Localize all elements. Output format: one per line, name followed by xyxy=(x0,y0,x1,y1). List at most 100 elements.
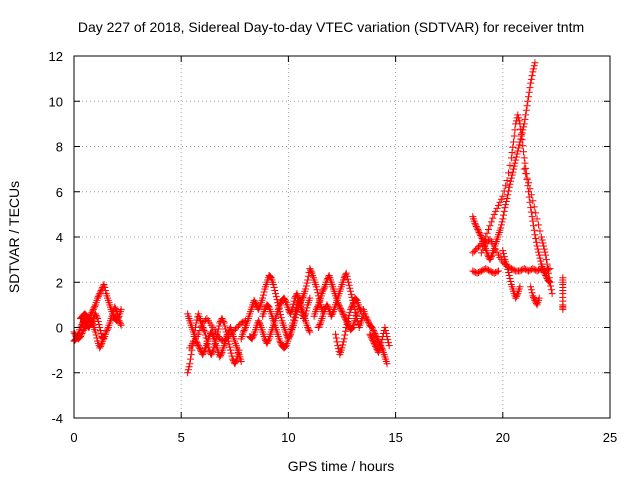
data-point xyxy=(96,344,104,352)
data-point xyxy=(218,314,226,322)
data-point xyxy=(272,290,280,298)
data-point xyxy=(276,301,284,309)
data-point xyxy=(472,221,480,229)
data-point xyxy=(385,342,393,350)
data-point xyxy=(193,339,201,347)
data-point xyxy=(525,88,533,96)
data-point xyxy=(342,327,350,335)
data-point xyxy=(371,341,379,349)
data-point xyxy=(510,266,518,274)
data-point xyxy=(517,135,525,143)
data-point xyxy=(540,245,548,253)
data-point xyxy=(289,316,297,324)
data-point xyxy=(483,229,491,237)
data-point xyxy=(479,246,487,254)
data-point xyxy=(281,296,289,304)
data-point xyxy=(319,287,327,295)
data-point xyxy=(535,221,543,229)
data-point xyxy=(542,251,550,259)
data-point xyxy=(199,351,207,359)
data-point xyxy=(500,250,508,258)
data-point xyxy=(505,169,513,177)
data-point xyxy=(368,324,376,331)
data-point xyxy=(100,281,108,289)
data-point xyxy=(207,351,215,359)
data-point xyxy=(489,214,497,222)
data-point xyxy=(492,245,500,253)
data-point xyxy=(302,282,310,290)
data-point xyxy=(531,231,539,239)
data-point xyxy=(498,218,506,226)
data-point xyxy=(381,324,389,331)
data-point xyxy=(267,273,275,281)
data-point xyxy=(315,322,323,330)
chart-title: Day 227 of 2018, Sidereal Day-to-day VTE… xyxy=(78,19,584,35)
data-point xyxy=(366,330,374,338)
data-point xyxy=(369,325,377,333)
data-point xyxy=(302,285,310,293)
data-point xyxy=(529,217,537,225)
data-point xyxy=(526,84,534,92)
data-point xyxy=(470,247,478,255)
data-point xyxy=(117,305,125,313)
data-point xyxy=(255,318,263,326)
data-point xyxy=(216,353,224,361)
data-point xyxy=(352,296,360,304)
data-point xyxy=(312,283,320,291)
data-point xyxy=(362,314,370,322)
data-point xyxy=(367,332,375,340)
data-point xyxy=(95,320,103,328)
data-point xyxy=(369,336,377,344)
data-point xyxy=(240,317,248,325)
data-point xyxy=(307,268,315,276)
data-point xyxy=(525,188,533,196)
data-point xyxy=(184,369,192,377)
data-point xyxy=(227,349,235,357)
data-point xyxy=(100,333,108,341)
data-point xyxy=(483,238,491,246)
data-point xyxy=(344,275,352,283)
data-point xyxy=(520,154,528,162)
data-point xyxy=(229,328,237,336)
data-point xyxy=(313,304,321,312)
data-point xyxy=(304,272,312,280)
data-point xyxy=(513,150,521,158)
data-point xyxy=(185,363,193,371)
data-point xyxy=(214,325,222,333)
data-point xyxy=(249,333,257,341)
data-point xyxy=(111,305,119,313)
data-point xyxy=(256,302,264,310)
data-point xyxy=(507,154,515,162)
data-point xyxy=(490,210,498,218)
data-point xyxy=(517,125,525,133)
data-point xyxy=(256,320,264,328)
data-point xyxy=(288,322,296,330)
y-tick-label: 4 xyxy=(56,230,63,245)
data-point xyxy=(346,308,354,316)
data-point xyxy=(230,327,238,335)
data-point xyxy=(546,278,554,286)
data-point xyxy=(83,312,91,320)
data-point xyxy=(355,303,363,311)
data-point xyxy=(520,148,528,156)
data-point xyxy=(508,171,516,179)
data-point xyxy=(187,351,195,359)
x-tick-label: 5 xyxy=(178,430,185,445)
data-point xyxy=(523,174,531,182)
data-point xyxy=(314,302,322,310)
data-point xyxy=(548,290,556,298)
data-point xyxy=(490,269,498,277)
data-point xyxy=(259,294,267,302)
data-point xyxy=(543,260,551,268)
data-point xyxy=(264,302,272,310)
data-point xyxy=(346,284,354,292)
data-point xyxy=(490,242,498,250)
data-point xyxy=(495,267,503,275)
data-point xyxy=(231,360,239,368)
data-point xyxy=(528,72,536,80)
data-point xyxy=(114,311,122,319)
data-point xyxy=(71,330,79,338)
data-point xyxy=(264,336,272,344)
data-point xyxy=(252,299,260,307)
data-point xyxy=(545,269,553,277)
